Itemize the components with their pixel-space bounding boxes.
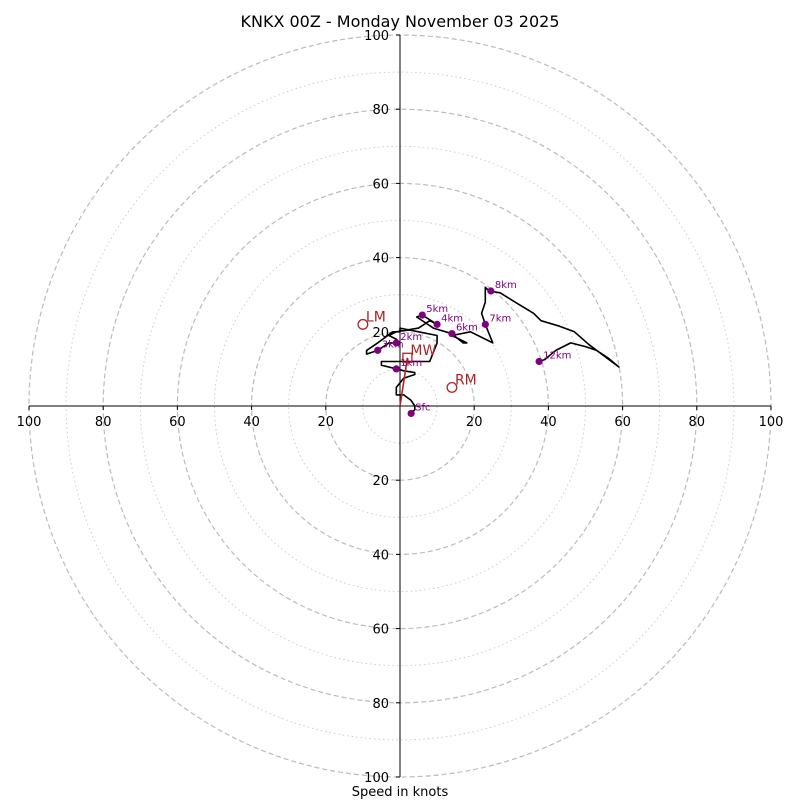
hodograph-line bbox=[365, 286, 620, 414]
y-tick-label-3: 40 bbox=[372, 252, 389, 267]
y-tick-label-2: 60 bbox=[372, 177, 389, 192]
x-tick-label-9: 100 bbox=[759, 415, 784, 430]
height-marker-Sfc bbox=[407, 409, 415, 418]
storm-motion-label-rm: RM bbox=[455, 372, 477, 388]
y-tick-label-5: 20 bbox=[372, 474, 389, 489]
height-label-1km: 1km bbox=[400, 358, 422, 369]
storm-motion-marker-lm bbox=[357, 318, 369, 330]
y-tick-label-8: 80 bbox=[372, 697, 389, 712]
y-tick-label-6: 40 bbox=[372, 548, 389, 563]
mean-wind-vector bbox=[399, 357, 409, 407]
height-label-2km: 2km bbox=[400, 332, 422, 343]
height-marker-8km bbox=[487, 287, 495, 295]
chart-title: KNKX 00Z - Monday November 03 2025 bbox=[241, 12, 560, 31]
height-marker-1km bbox=[392, 365, 400, 373]
x-tick-label-4: 20 bbox=[318, 415, 335, 430]
x-tick-label-5: 20 bbox=[466, 415, 483, 430]
height-marker-12km bbox=[535, 357, 543, 366]
height-marker-5km bbox=[418, 311, 426, 319]
x-tick-label-7: 60 bbox=[614, 415, 631, 430]
y-tick-label-1: 80 bbox=[372, 103, 389, 118]
height-marker-3km bbox=[374, 346, 382, 354]
height-label-7km: 7km bbox=[489, 313, 511, 324]
storm-motion-label-mw: MW bbox=[410, 343, 436, 359]
x-tick-label-6: 40 bbox=[540, 415, 557, 430]
height-marker-2km bbox=[392, 339, 400, 347]
height-marker-6km bbox=[448, 330, 456, 338]
storm-motion-marker-rm bbox=[446, 382, 458, 393]
storm-motion-marker-mw bbox=[402, 352, 413, 363]
height-label-3km: 3km bbox=[382, 339, 404, 350]
storm-motion-label-lm: LM bbox=[366, 309, 386, 325]
storm-motion-markers: LM RM MW bbox=[357, 309, 477, 393]
height-label-12km: 12km bbox=[543, 350, 571, 361]
height-label-5km: 5km bbox=[426, 304, 448, 315]
x-tick-labels: 100 80 60 40 20 20 40 60 80 100 bbox=[17, 406, 784, 430]
y-tick-label-0: 100 bbox=[364, 29, 389, 44]
height-label-4km: 4km bbox=[441, 313, 463, 324]
height-marker-7km bbox=[481, 320, 489, 328]
x-tick-label-2: 60 bbox=[169, 415, 186, 430]
y-tick-label-7: 60 bbox=[372, 623, 389, 638]
x-tick-label-3: 40 bbox=[243, 415, 260, 430]
x-tick-label-8: 80 bbox=[689, 415, 706, 430]
height-label-8km: 8km bbox=[495, 280, 517, 291]
height-label-6km: 6km bbox=[456, 323, 478, 334]
x-tick-label-1: 80 bbox=[95, 415, 112, 430]
x-tick-label-0: 100 bbox=[17, 415, 42, 430]
x-axis-label: Speed in knots bbox=[352, 785, 449, 800]
height-marker-4km bbox=[433, 320, 441, 328]
y-tick-label-9: 100 bbox=[364, 771, 389, 786]
height-label-Sfc: Sfc bbox=[415, 402, 430, 413]
